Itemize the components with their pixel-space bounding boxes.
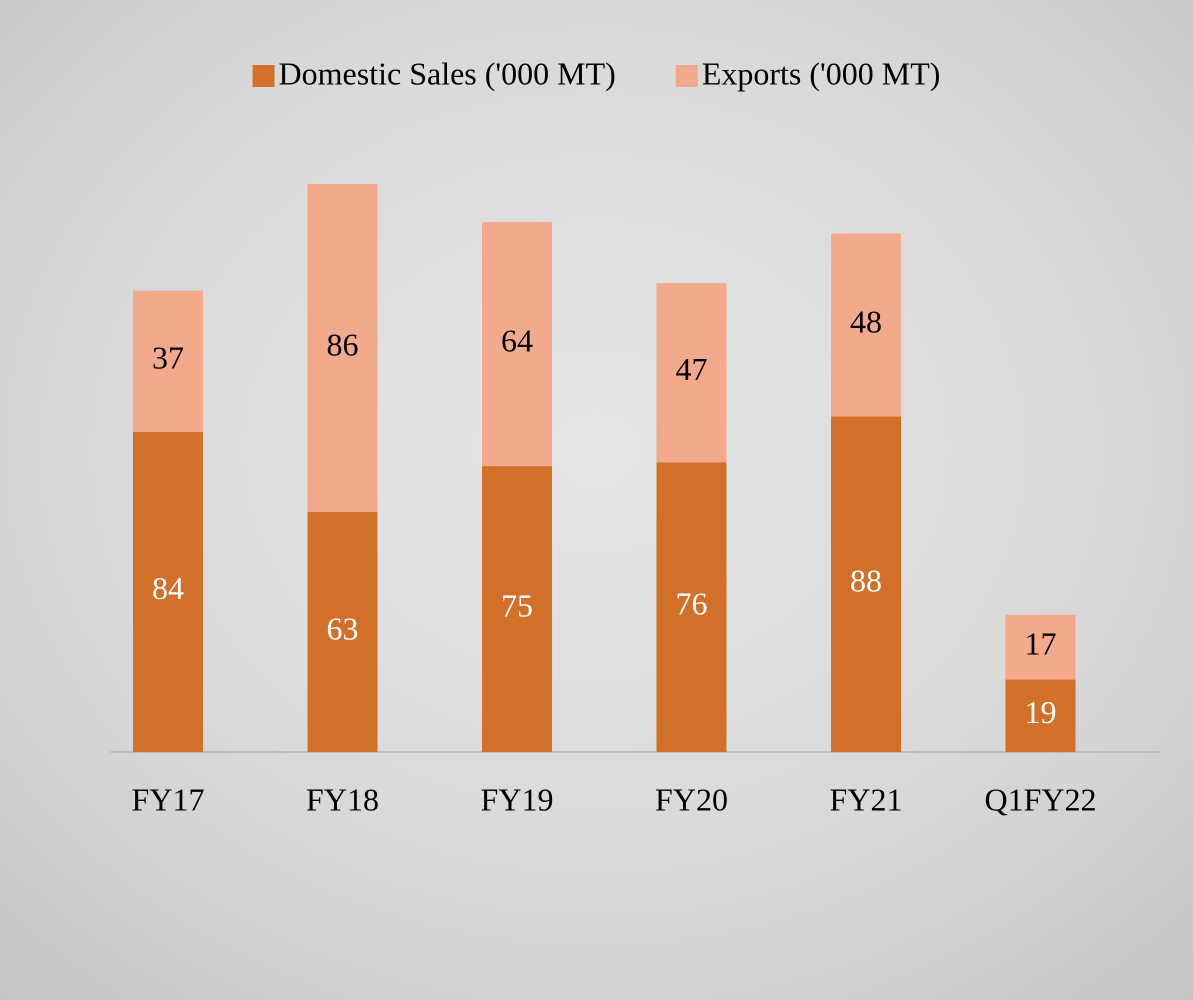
bar-segment — [482, 466, 552, 752]
bar-segment — [307, 511, 378, 752]
bar-segment — [482, 222, 552, 467]
bar-segment — [1005, 679, 1076, 752]
legend-swatch — [252, 65, 275, 87]
bar-segment — [656, 283, 727, 463]
data-label: 76 — [676, 585, 708, 621]
data-label: 63 — [327, 610, 359, 646]
data-label: 64 — [501, 322, 533, 358]
bar-segment — [831, 416, 901, 752]
legend-label: Exports ('000 MT) — [702, 55, 941, 91]
x-tick-label: FY20 — [655, 781, 728, 817]
data-label: 37 — [152, 340, 184, 376]
legend-label: Domestic Sales ('000 MT) — [279, 55, 616, 91]
legend: Domestic Sales ('000 MT) Exports ('000 MT… — [252, 55, 941, 91]
data-label: 86 — [327, 326, 359, 362]
legend-swatch — [675, 65, 698, 87]
data-label: 84 — [152, 570, 184, 606]
bar-segment — [831, 233, 901, 417]
x-tick-label: FY19 — [481, 781, 554, 817]
x-tick-label: Q1FY22 — [984, 781, 1096, 817]
data-label: 47 — [676, 351, 708, 387]
bar-segment — [133, 290, 203, 432]
x-tick-label: FY17 — [132, 781, 205, 817]
bar-segment — [307, 184, 378, 512]
x-tick-label: FY18 — [306, 781, 379, 817]
bar-segment — [1005, 614, 1076, 680]
data-label: 17 — [1025, 626, 1057, 662]
data-label: 48 — [850, 303, 882, 339]
data-label: 75 — [501, 587, 533, 623]
data-label: 19 — [1025, 694, 1057, 730]
x-tick-label: FY21 — [830, 781, 903, 817]
bar-segment — [656, 462, 727, 752]
data-label: 88 — [850, 563, 882, 599]
bar-segment — [133, 431, 203, 752]
